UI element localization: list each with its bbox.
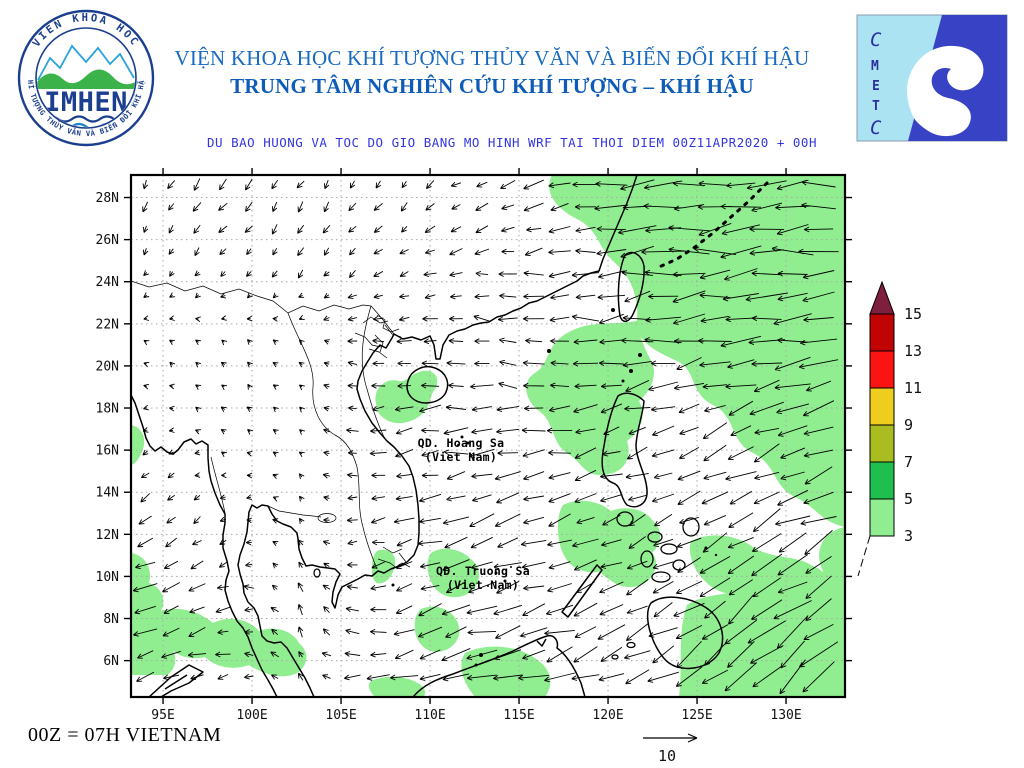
hills-icon	[37, 69, 135, 89]
colorbar-segment	[869, 461, 895, 500]
colorbar-arrow-cap	[869, 280, 895, 315]
map-frame	[129, 173, 847, 699]
wind-map: QD. Hoang Sa (Viet Nam) QD. Truong Sa (Viet…	[96, 168, 852, 723]
center-title: TRUNG TÂM NGHIÊN CỨU KHÍ TƯỢNG – KHÍ HẬU	[230, 74, 754, 98]
label-truong-sa: (Viet Nam)	[447, 578, 519, 592]
colorbar-segment	[869, 387, 895, 426]
reference-vector: 10	[633, 726, 753, 768]
colorbar-label: 15	[904, 305, 922, 323]
imhen-logo: VIEN KHOA HOC KHÍ TƯỢNG THỦY VĂN VÀ BIẾN…	[14, 1, 156, 148]
lat-tick-label: 12N	[96, 528, 119, 543]
wind-vectors	[132, 178, 839, 695]
colorbar-segment	[869, 498, 895, 537]
lon-tick-label: 120E	[592, 708, 623, 723]
reference-arrow-icon	[643, 733, 698, 743]
colorbar-label: 3	[904, 527, 913, 545]
lat-tick-label: 22N	[96, 317, 119, 332]
lon-tick-label: 110E	[414, 708, 445, 723]
colorbar-label: 11	[904, 379, 922, 397]
lat-tick-label: 24N	[96, 275, 119, 290]
cmetc-letters: C M E T C	[870, 29, 882, 139]
lat-tick-label: 26N	[96, 233, 119, 248]
wind-speed-colorbar: 3 5 7 9 11 13 15	[854, 270, 1014, 590]
lat-tick-label: 18N	[96, 402, 119, 417]
small-islands	[313, 181, 769, 660]
lon-tick-label: 100E	[236, 708, 267, 723]
colorbar-segment	[869, 350, 895, 389]
map-title: DU BAO HUONG VA TOC DO GIO BANG MO HINH …	[207, 135, 817, 150]
institute-title: VIỆN KHOA HỌC KHÍ TƯỢNG THỦY VĂN VÀ BIẾN…	[174, 46, 810, 70]
lat-tick-label: 14N	[96, 486, 119, 501]
mountains-icon	[37, 44, 135, 81]
colorbar-label: 7	[904, 453, 913, 471]
colorbar-segment	[869, 424, 895, 463]
label-hoang-sa: (Viet Nam)	[425, 450, 497, 464]
colorbar-label: 9	[904, 416, 913, 434]
island-dots	[391, 308, 718, 667]
cmetc-swoosh-icon	[907, 45, 984, 137]
cmetc-letter-c-top: C	[870, 29, 882, 51]
reference-arrow-value: 10	[658, 747, 676, 765]
lat-tick-label: 10N	[96, 570, 119, 585]
cmetc-letter-m: M	[871, 59, 879, 74]
axis-labels: 95E 100E 105E 110E 115E 120E 125E 130E 28N 26N 24N…	[96, 191, 802, 723]
label-hoang-sa: QD. Hoang Sa	[418, 436, 505, 450]
lon-tick-label: 130E	[770, 708, 801, 723]
graticule	[131, 175, 845, 697]
colorbar-label: 5	[904, 490, 913, 508]
cmetc-letter-t: T	[872, 99, 880, 114]
timezone-note: 00Z = 07H VIETNAM	[28, 724, 222, 746]
imhen-wordmark: IMHEN	[44, 87, 128, 118]
lat-tick-label: 6N	[103, 654, 119, 669]
colorbar-tail	[857, 535, 871, 577]
cmetc-logo: C M E T C	[856, 14, 1008, 142]
header: VIỆN KHOA HỌC KHÍ TƯỢNG THỦY VĂN VÀ BIẾN…	[110, 46, 874, 99]
lon-tick-label: 95E	[151, 708, 174, 723]
lat-tick-label: 16N	[96, 444, 119, 459]
lon-tick-label: 105E	[325, 708, 356, 723]
island-group-labels: QD. Hoang Sa(Viet Nam)QD. Truong Sa(Viet…	[418, 436, 530, 592]
cmetc-letter-e: E	[872, 79, 880, 94]
lon-tick-label: 115E	[503, 708, 534, 723]
lat-tick-label: 20N	[96, 359, 119, 374]
colorbar-label: 13	[904, 342, 922, 360]
lat-tick-label: 28N	[96, 191, 119, 206]
axis-ticks	[124, 168, 852, 704]
lon-tick-label: 125E	[681, 708, 712, 723]
colorbar-segment	[869, 313, 895, 352]
lat-tick-label: 8N	[103, 612, 119, 627]
label-truong-sa: QD. Truong Sa	[436, 564, 530, 578]
country-borders	[131, 280, 411, 570]
cmetc-letter-c-bottom: C	[870, 117, 882, 139]
